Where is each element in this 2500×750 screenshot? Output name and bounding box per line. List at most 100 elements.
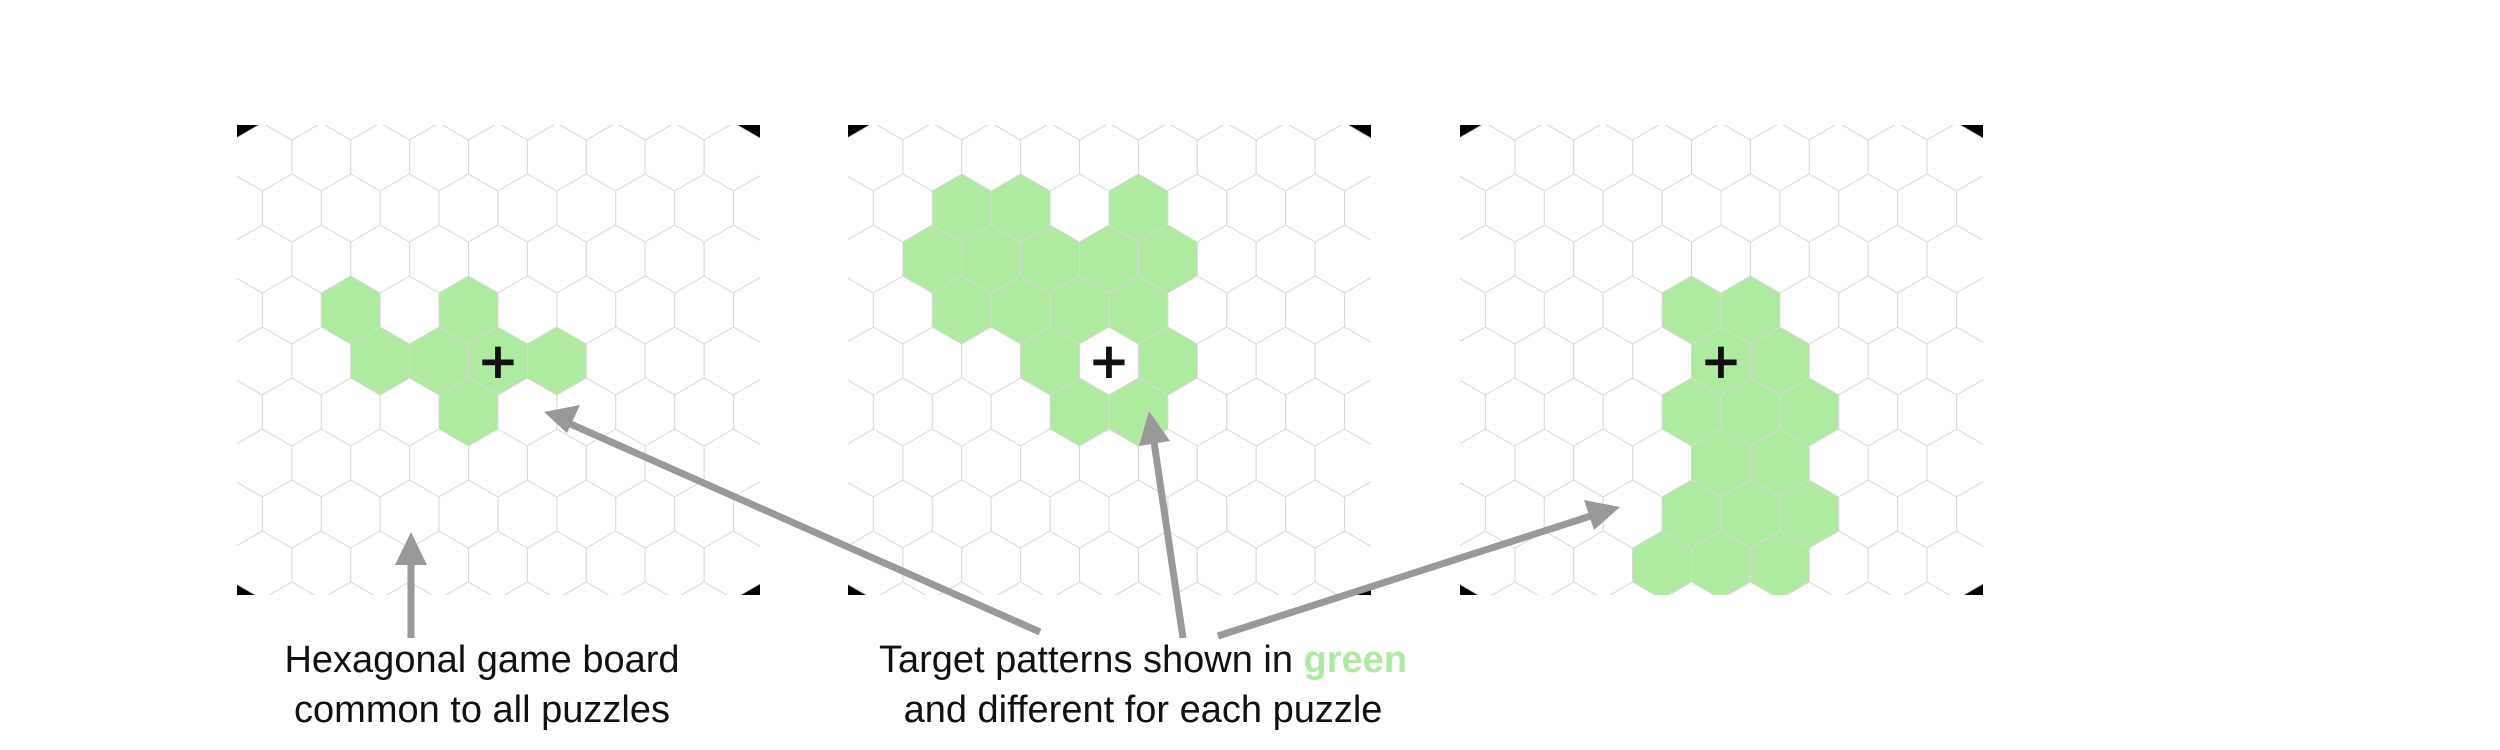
hex-cell [1374, 225, 1433, 293]
hex-cell [756, 276, 815, 344]
hex-cell [1986, 327, 2045, 395]
arrow-head [544, 405, 580, 433]
hex-cell [500, 125, 555, 141]
hex-cell [733, 175, 760, 241]
center-marker: + [1088, 332, 1130, 390]
arrow-to-puzzle-1 [544, 405, 1042, 636]
hex-cell [875, 125, 930, 141]
hex-grid [1368, 21, 2104, 701]
arrow-shaft [1149, 434, 1187, 639]
hex-cell [1256, 21, 1315, 89]
hex-cell [1900, 125, 1955, 141]
hex-cell [1809, 633, 1868, 701]
hex-cell [1926, 125, 1983, 192]
hex-cell [763, 225, 822, 293]
hex-cell [1956, 277, 1983, 343]
hex-cell [1111, 125, 1166, 141]
hex-cell [792, 276, 851, 344]
hex-cell [1809, 21, 1868, 89]
hex-cell [1664, 125, 1719, 141]
hex-cell [351, 21, 410, 89]
hex-cell [1750, 21, 1809, 89]
hex-cell [763, 327, 822, 395]
hex-cell [785, 429, 844, 497]
hex-cell [1397, 225, 1456, 293]
hex-cell [1986, 429, 2045, 497]
hex-cell [756, 378, 815, 446]
hex-cell [1692, 633, 1751, 701]
hex-cell [645, 21, 704, 89]
hex-cell [1605, 125, 1660, 141]
hex-cell [1956, 379, 1983, 445]
hex-cell [1314, 125, 1371, 192]
hex-cell [1956, 175, 1983, 241]
hex-cell [1633, 21, 1692, 89]
hex-cell [1229, 125, 1284, 141]
hex-cell [174, 327, 233, 395]
hex-cell [1403, 276, 1462, 344]
hex-cell [1868, 633, 1927, 701]
hex-cell [1515, 633, 1574, 701]
hex-cell [1288, 125, 1343, 141]
hex-cell [1750, 633, 1809, 701]
hex-cell [962, 21, 1021, 89]
hex-cell [1344, 481, 1371, 547]
hex-cell [1403, 378, 1462, 446]
hex-cell [792, 378, 851, 446]
hex-cell [2045, 327, 2104, 395]
hex-cell [733, 379, 760, 445]
hex-cell [703, 125, 760, 192]
hex-cell [1546, 125, 1601, 141]
hex-cell [527, 21, 586, 89]
hex-cell [993, 125, 1048, 141]
arrow-head [1139, 411, 1170, 446]
hex-cell [1052, 125, 1107, 141]
center-marker: + [1700, 332, 1742, 390]
hex-cell [1986, 225, 2045, 293]
hex-cell [618, 125, 673, 141]
hex-cell [763, 429, 822, 497]
hex-cell [1723, 125, 1778, 141]
hex-cell [1574, 21, 1633, 89]
caption-board-line-1: Hexagonal game board [284, 639, 679, 681]
hex-cell [1515, 21, 1574, 89]
hex-cell [1841, 125, 1896, 141]
hex-cell [1170, 125, 1225, 141]
caption-targets-line-1: Target patterns shown in green [879, 639, 1407, 681]
game-board-2: + [756, 21, 1462, 595]
hex-cell [1197, 21, 1256, 89]
hex-cell [1397, 429, 1456, 497]
arrow-head [395, 532, 427, 565]
hex-cell [174, 429, 233, 497]
hex-cell [1344, 175, 1371, 241]
hex-cell [785, 327, 844, 395]
arrow-to-puzzle-2 [1139, 411, 1187, 639]
arrow-board [395, 532, 427, 638]
hex-cell [264, 125, 319, 141]
hex-cell [1080, 21, 1139, 89]
hex-cell [559, 125, 614, 141]
hex-cell [1374, 429, 1433, 497]
hex-cell [174, 225, 233, 293]
hex-cell [1574, 633, 1633, 701]
hex-grid [756, 21, 1462, 595]
hex-cell [1344, 379, 1371, 445]
hex-cell [292, 21, 351, 89]
hex-cell [469, 21, 528, 89]
hex-cell [410, 21, 469, 89]
hex-cell [586, 21, 645, 89]
hex-cell [323, 125, 378, 141]
caption-green-word: green [1304, 639, 1407, 681]
hex-cell [1868, 21, 1927, 89]
hex-cell [733, 277, 760, 343]
center-marker: + [477, 332, 519, 390]
hex-cell [1692, 21, 1751, 89]
hex-cell [1368, 276, 1427, 344]
arrow-head [1584, 500, 1620, 530]
hex-cell [1021, 21, 1080, 89]
hex-cell [1374, 327, 1433, 395]
hex-cell [1487, 125, 1542, 141]
arrow-to-puzzle-3 [1216, 500, 1620, 640]
caption-targets-prefix: Target patterns shown in [879, 639, 1304, 681]
